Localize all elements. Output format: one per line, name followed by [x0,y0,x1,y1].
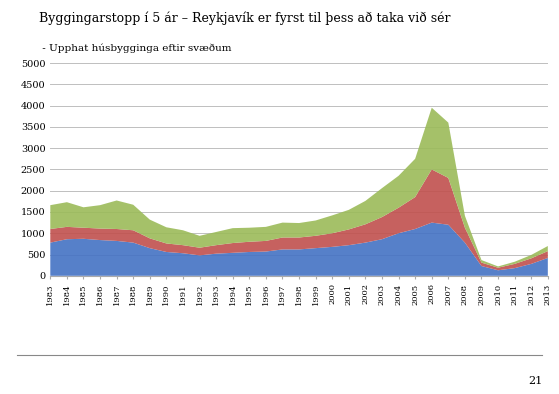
Text: Byggingarstopp í 5 ár – Reykjavík er fyrst til þess að taka við sér: Byggingarstopp í 5 ár – Reykjavík er fyr… [39,12,451,25]
Text: - Upphat húsbygginga eftir svæðum: - Upphat húsbygginga eftir svæðum [39,43,231,53]
Text: 21: 21 [528,376,542,386]
